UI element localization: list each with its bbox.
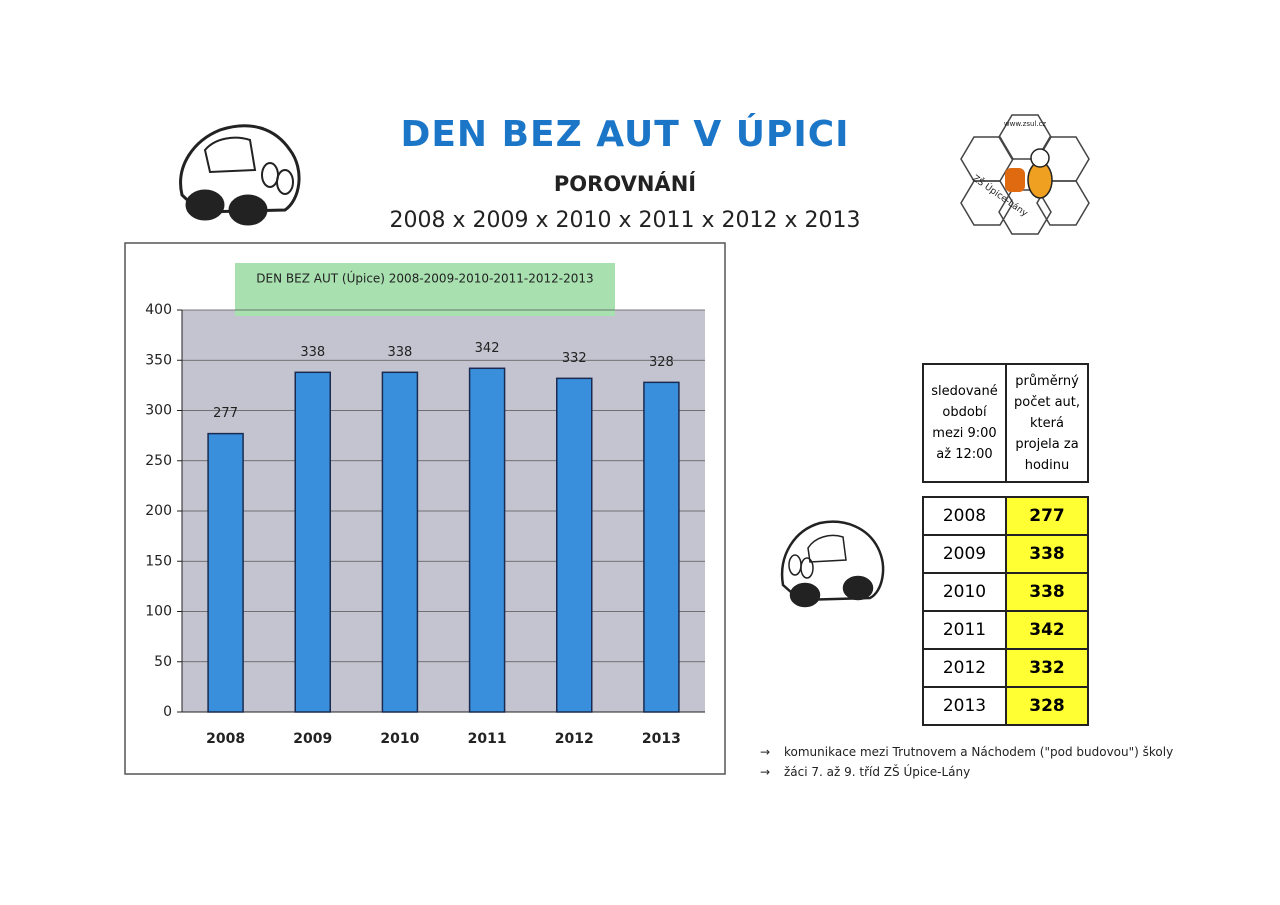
x-tick-label: 2009 — [293, 731, 332, 747]
y-tick-label: 400 — [145, 302, 172, 318]
table-year: 2009 — [922, 534, 1007, 574]
title: DEN BEZ AUT V ÚPICI — [400, 114, 850, 155]
bar — [643, 381, 680, 713]
table-value: 332 — [1005, 648, 1089, 688]
note: → komunikace mezi Trutnovem a Náchodem ("… — [760, 745, 1174, 759]
x-tick-label: 2011 — [468, 731, 507, 747]
value-label: 328 — [649, 355, 674, 370]
chart-title: DEN BEZ AUT (Úpice) 2008-2009-2010-2011-… — [256, 271, 593, 286]
table-value: 338 — [1005, 572, 1089, 612]
table-year: 2013 — [922, 686, 1007, 726]
bar — [556, 377, 593, 713]
note: → žáci 7. až 9. tříd ZŠ Úpice-Lány — [760, 765, 971, 779]
x-tick-label: 2010 — [380, 731, 419, 747]
table-year: 2012 — [922, 648, 1007, 688]
table-value: 342 — [1005, 610, 1089, 650]
note-text: komunikace mezi Trutnovem a Náchodem ("p… — [784, 745, 1174, 759]
school-logo: www.zsul.cz ZŠ Úpice-Lány — [960, 114, 1090, 235]
table-header: sledované období mezi 9:00 až 12:00 — [922, 363, 1007, 483]
value-label: 277 — [213, 406, 238, 421]
y-tick-label: 0 — [163, 704, 172, 720]
logo-url: www.zsul.cz — [1004, 120, 1047, 128]
y-tick-label: 350 — [145, 352, 172, 368]
y-tick-label: 300 — [145, 403, 172, 419]
value-label: 338 — [300, 345, 325, 360]
y-tick-label: 150 — [145, 553, 172, 569]
table-value: 277 — [1005, 496, 1089, 536]
value-label: 332 — [562, 351, 587, 366]
table-year: 2010 — [922, 572, 1007, 612]
table-year: 2008 — [922, 496, 1007, 536]
y-tick-label: 250 — [145, 453, 172, 469]
chart-title-box — [235, 263, 615, 316]
value-label: 338 — [388, 345, 413, 360]
x-tick-label: 2008 — [206, 731, 245, 747]
car-icon — [780, 520, 885, 608]
bar — [468, 367, 506, 713]
table-value: 328 — [1005, 686, 1089, 726]
y-tick-label: 50 — [154, 654, 172, 670]
table-year: 2011 — [922, 610, 1007, 650]
years: 2008 x 2009 x 2010 x 2011 x 2012 x 2013 — [389, 208, 861, 233]
subtitle: POROVNÁNÍ — [553, 172, 697, 196]
car-icon — [179, 124, 301, 226]
table-header: průměrný počet aut, která projela za hod… — [1005, 363, 1089, 483]
value-label: 342 — [475, 341, 500, 356]
x-tick-label: 2012 — [555, 731, 594, 747]
y-tick-label: 200 — [145, 503, 172, 519]
note-text: žáci 7. až 9. tříd ZŠ Úpice-Lány — [784, 765, 971, 779]
bar — [294, 371, 331, 713]
x-tick-label: 2013 — [642, 731, 681, 747]
bar — [381, 371, 419, 713]
y-tick-label: 100 — [145, 604, 172, 620]
table-value: 338 — [1005, 534, 1089, 574]
bar — [207, 432, 244, 713]
